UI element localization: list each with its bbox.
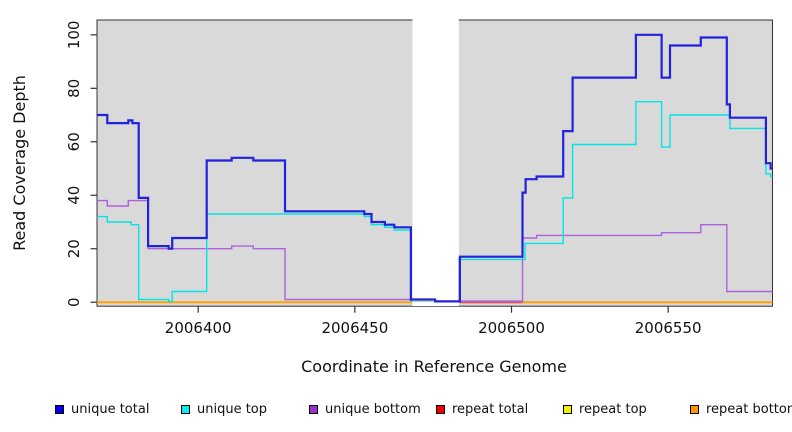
masked-region	[412, 13, 459, 306]
legend-swatch-icon	[690, 404, 699, 414]
y-axis-title: Read Coverage Depth	[10, 75, 29, 251]
legend-label: repeat total	[452, 401, 529, 417]
y-tick-label: 80	[65, 79, 83, 98]
series-line-unique-total	[97, 33, 773, 303]
y-tick-label: 0	[65, 297, 83, 307]
legend-label: unique total	[71, 401, 150, 417]
legend-item-unique-total: unique total	[55, 401, 149, 417]
legend-label: repeat bottom	[706, 401, 792, 417]
legend-label: unique bottom	[325, 401, 421, 417]
x-tick-label: 2006450	[321, 319, 388, 337]
y-tick-label: 20	[65, 239, 83, 258]
x-axis-title: Coordinate in Reference Genome	[301, 357, 567, 376]
legend-label: unique top	[197, 401, 268, 417]
legend-swatch-icon	[309, 404, 318, 414]
legend-item-unique-bottom: unique bottom	[309, 401, 421, 417]
legend-swatch-icon	[181, 404, 190, 414]
x-tick-label: 2006400	[165, 319, 232, 337]
y-tick-label: 40	[65, 186, 83, 205]
legend-item-unique-top: unique top	[181, 401, 267, 417]
x-tick-label: 2006500	[478, 319, 545, 337]
legend-label: repeat top	[579, 401, 647, 417]
chart-legend: unique total unique top unique bottom repea…	[0, 401, 792, 419]
y-tick-label: 100	[65, 21, 83, 50]
legend-item-repeat-bottom: repeat bottom	[690, 401, 792, 417]
legend-swatch-icon	[563, 404, 572, 414]
series-line-unique-bottom	[97, 199, 773, 302]
y-tick-label: 60	[65, 132, 83, 151]
legend-item-repeat-top: repeat top	[563, 401, 647, 417]
legend-swatch-icon	[55, 404, 64, 414]
legend-swatch-icon	[436, 404, 445, 414]
legend-item-repeat-total: repeat total	[436, 401, 528, 417]
plot-layers: 2006400 2006450 2006500 2006550 0 20 40 60 80 100	[65, 13, 773, 337]
masked-region-total-line	[410, 256, 461, 303]
x-tick-label: 2006550	[635, 319, 702, 337]
